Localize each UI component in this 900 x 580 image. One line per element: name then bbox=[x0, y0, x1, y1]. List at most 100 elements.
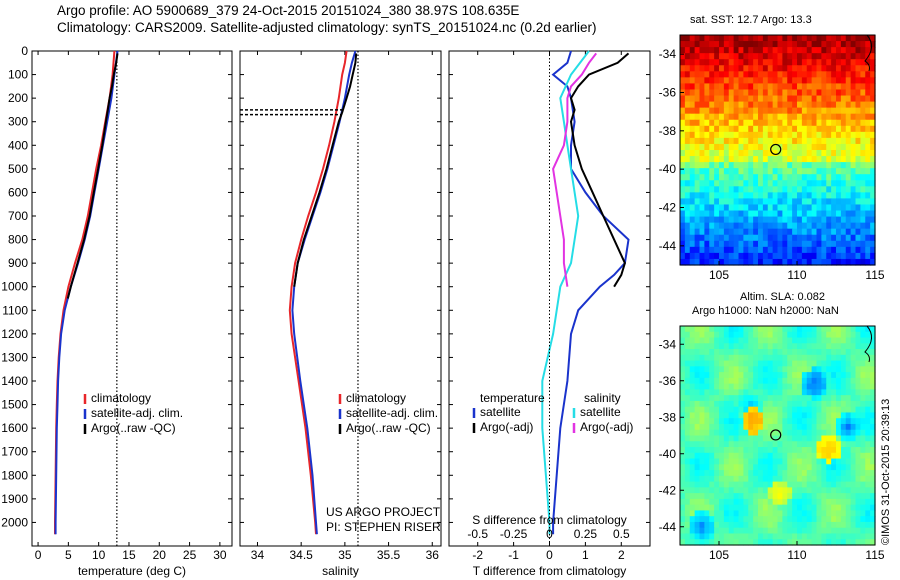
sst-map-cell bbox=[845, 198, 852, 206]
sla-map-cell bbox=[816, 458, 822, 465]
sla-map-cell bbox=[855, 481, 861, 488]
sla-map-cell bbox=[767, 349, 774, 356]
sst-map-cell bbox=[850, 240, 857, 248]
sla-map-cell bbox=[723, 366, 730, 373]
sla-map-cell bbox=[831, 418, 837, 425]
sla-map-cell bbox=[753, 412, 759, 419]
sst-map-cell bbox=[797, 41, 803, 48]
sst-map-cell bbox=[811, 258, 818, 266]
sla-map-cell bbox=[694, 337, 701, 344]
sst-map-cell bbox=[733, 192, 740, 200]
sst-map-cell bbox=[850, 150, 857, 157]
sla-map-cell bbox=[738, 383, 744, 390]
sla-map-cell bbox=[821, 458, 827, 465]
sst-map-cell bbox=[762, 228, 769, 236]
sst-map-cell bbox=[777, 180, 783, 187]
sst-map-cell bbox=[806, 143, 813, 151]
sst-map-cell bbox=[801, 258, 808, 266]
sla-map-cell bbox=[797, 498, 803, 506]
sla-map-cell bbox=[840, 447, 847, 454]
sla-map-cell bbox=[733, 487, 740, 494]
sst-map-cell bbox=[845, 204, 852, 212]
sst-map-cell bbox=[772, 101, 779, 109]
sla-map-cell bbox=[728, 521, 735, 529]
sst-map-cell bbox=[694, 107, 701, 115]
sst-map-cell bbox=[689, 258, 696, 266]
sla-map-cell bbox=[762, 331, 769, 339]
sst-map-cell bbox=[816, 143, 822, 151]
sst-map-cell bbox=[816, 234, 822, 242]
sla-map-coastline bbox=[864, 325, 872, 363]
sst-map-cell bbox=[870, 258, 876, 266]
sla-map-cell bbox=[748, 412, 754, 419]
sst-map-cell bbox=[836, 107, 842, 115]
sst-map-cell bbox=[709, 119, 715, 127]
sst-map-cell bbox=[748, 137, 754, 145]
sla-map-cell bbox=[831, 326, 837, 333]
sst-map-cell bbox=[748, 101, 754, 109]
sla-map-cell bbox=[758, 435, 764, 442]
sla-map-cell bbox=[865, 510, 871, 517]
sla-map-cell bbox=[689, 343, 696, 350]
sla-map-cell bbox=[743, 406, 749, 414]
sla-map-cell bbox=[826, 516, 832, 523]
difference-top-xlabel: S difference from climatology bbox=[472, 513, 627, 527]
sst-map-xtick-label: 110 bbox=[787, 268, 806, 282]
salinity-profile-xtick-label: 36 bbox=[426, 548, 440, 562]
sst-map-cell bbox=[792, 71, 798, 78]
sla-map-cell bbox=[855, 412, 861, 419]
sla-map-cell bbox=[855, 429, 861, 437]
sst-map-cell bbox=[714, 210, 720, 218]
sla-map-cell bbox=[836, 331, 842, 339]
sla-map-cell bbox=[850, 464, 857, 471]
sst-map-cell bbox=[787, 119, 793, 127]
sst-map-cell bbox=[767, 228, 774, 236]
sst-map-cell bbox=[772, 246, 779, 254]
sst-map-cell bbox=[816, 83, 822, 91]
sla-map-cell bbox=[733, 533, 740, 540]
sst-map-cell bbox=[758, 113, 764, 121]
sla-map-cell bbox=[723, 400, 730, 408]
sst-map-cell bbox=[850, 41, 857, 48]
sst-map-cell bbox=[719, 174, 725, 181]
sla-map-cell bbox=[772, 470, 779, 477]
sst-map-cell bbox=[850, 113, 857, 121]
depth-tick-label: 1800 bbox=[1, 468, 28, 482]
sla-map-cell bbox=[811, 487, 818, 494]
sst-map-cell bbox=[772, 59, 779, 66]
sla-map-cell bbox=[870, 337, 876, 344]
sst-map-cell bbox=[777, 198, 783, 206]
sla-map-cell bbox=[772, 493, 779, 500]
sst-map-cell bbox=[811, 234, 818, 242]
sla-map-cell bbox=[840, 510, 847, 517]
sst-map-cell bbox=[684, 192, 691, 200]
sla-map-cell bbox=[816, 326, 822, 333]
sla-map-cell bbox=[821, 441, 827, 448]
sla-map-cell bbox=[704, 377, 710, 385]
sla-map-cell bbox=[811, 372, 818, 379]
sst-map-cell bbox=[870, 47, 876, 54]
sla-map-cell bbox=[714, 447, 720, 454]
sst-map-cell bbox=[767, 174, 774, 181]
sla-map-cell bbox=[787, 510, 793, 517]
sla-map-cell bbox=[826, 464, 832, 471]
sst-map-cell bbox=[767, 234, 774, 242]
sst-map-cell bbox=[753, 77, 759, 85]
sla-map-cell bbox=[767, 354, 774, 362]
sla-map-cell bbox=[826, 533, 832, 540]
sst-map-cell bbox=[826, 186, 832, 193]
sst-map-cell bbox=[821, 137, 827, 145]
sst-map-cell bbox=[709, 216, 715, 224]
sst-map-cell bbox=[826, 240, 832, 248]
sst-map-cell bbox=[792, 198, 798, 206]
sst-map-cell bbox=[762, 186, 769, 193]
sst-map-cell bbox=[782, 119, 788, 127]
sla-map-cell bbox=[831, 337, 837, 344]
sst-map-cell bbox=[831, 240, 837, 248]
sst-map-cell bbox=[855, 65, 861, 72]
sla-map-cell bbox=[840, 521, 847, 529]
sst-map-cell bbox=[816, 222, 822, 230]
sst-map-cell bbox=[840, 71, 847, 78]
sst-map-cell bbox=[787, 150, 793, 157]
sst-map-cell bbox=[806, 246, 813, 254]
